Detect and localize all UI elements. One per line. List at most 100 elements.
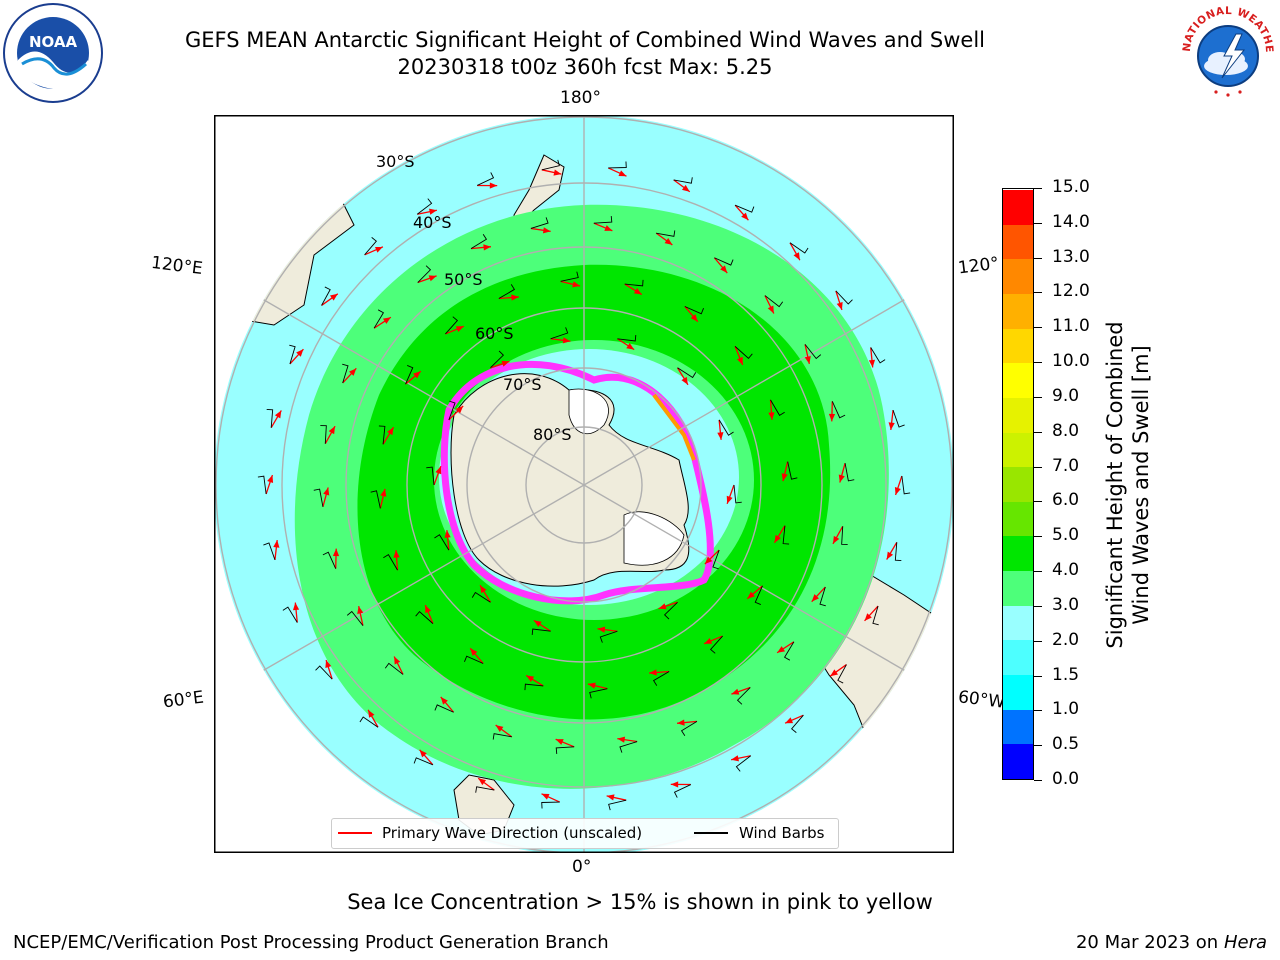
wind-barb <box>417 265 432 283</box>
wave-arrow-head <box>836 301 843 310</box>
wave-arrow-head <box>435 466 442 475</box>
wave-arrow-head <box>864 613 872 621</box>
wave-arrow-head <box>332 548 340 557</box>
colorbar-tick <box>1034 431 1042 433</box>
wind-barb <box>322 551 337 569</box>
wave-arrow-head <box>357 606 364 614</box>
wave-arrow-head <box>626 343 635 350</box>
wind-barb <box>530 217 549 229</box>
wind-barb <box>346 610 364 626</box>
colorbar-tick-label: 3.0 <box>1052 594 1080 615</box>
colorbar-segment <box>1003 466 1033 502</box>
wave-arrow-head <box>587 682 596 689</box>
wave-arrow-head <box>768 412 775 420</box>
wind-barb <box>663 601 678 620</box>
colorbar-tick <box>1034 780 1042 781</box>
wave-arrow-head <box>777 646 786 653</box>
wave-arrow-head <box>681 184 690 192</box>
colorbar-tick-label: 4.0 <box>1052 560 1080 581</box>
wind-barb <box>321 286 331 306</box>
sea-ice-note: Sea Ice Concentration > 15% is shown in … <box>347 890 933 914</box>
wind-barb <box>844 463 855 482</box>
wave-arrow-head <box>374 246 383 253</box>
colorbar-title-line2: Wind Waves and Swell [m] <box>1129 345 1153 625</box>
wind-barb <box>524 683 544 691</box>
lon-label-120w: 120° <box>956 253 1001 279</box>
wave-arrow-head <box>526 675 535 682</box>
wave-arrow-head <box>480 585 487 594</box>
colorbar-tick <box>1034 396 1042 398</box>
wave-arrow-head <box>323 487 330 496</box>
wave-arrow-head <box>542 227 551 234</box>
colorbar-segment <box>1003 570 1033 606</box>
wave-arrow-head <box>511 294 519 301</box>
colorbar-tick-label: 6.0 <box>1052 490 1080 511</box>
wave-arrow-head <box>726 495 733 504</box>
lon-label-60e: 60°E <box>161 687 205 713</box>
legend-barb-line <box>694 832 728 834</box>
wave-arrow-head <box>440 696 448 705</box>
wind-barb <box>555 746 575 754</box>
colorbar-tick-label: 8.0 <box>1052 420 1080 441</box>
wind-barb <box>656 230 676 237</box>
wave-arrow-head <box>489 182 498 189</box>
wave-arrow-head <box>296 349 304 357</box>
wind-barb <box>342 363 349 384</box>
wave-arrow-head <box>838 474 845 483</box>
wind-barb <box>714 257 734 266</box>
lon-label-180: 180° <box>560 88 601 108</box>
wave-arrow-head <box>349 368 357 376</box>
wind-barb <box>764 295 784 308</box>
wave-arrow-head <box>731 688 740 695</box>
wind-barb <box>531 628 551 636</box>
wave-arrow-head <box>428 275 437 282</box>
wind-barb <box>892 409 905 428</box>
wave-arrow-head <box>731 755 739 762</box>
colorbar-segment <box>1003 743 1033 779</box>
wind-barb <box>589 688 608 699</box>
wind-barb <box>378 425 386 445</box>
wave-arrow-head <box>394 656 401 665</box>
wind-barb <box>448 400 456 421</box>
wind-barb <box>870 347 886 364</box>
wind-barb <box>754 585 763 605</box>
wind-barb <box>901 475 911 495</box>
colorbar <box>1002 188 1034 780</box>
colorbar-tick-label: 7.0 <box>1052 455 1080 476</box>
wind-barb <box>787 461 798 480</box>
lat-label-80s: 80°S <box>533 425 572 444</box>
chart-subtitle: 20230318 t00z 360h fcst Max: 5.25 <box>397 55 773 79</box>
wind-barb <box>541 159 560 171</box>
wind-barb <box>789 242 809 254</box>
wave-arrow-head <box>658 603 667 610</box>
colorbar-segment <box>1003 362 1033 398</box>
lat-label-50s: 50°S <box>444 270 483 289</box>
wind-barb <box>266 409 274 428</box>
colorbar-segment <box>1003 639 1033 676</box>
wind-barb <box>359 716 379 728</box>
wind-barb <box>837 664 847 684</box>
wave-arrow-head <box>606 794 615 801</box>
colorbar-tick-label: 14.0 <box>1052 211 1090 232</box>
colorbar-title: Significant Height of Combined Wind Wave… <box>1102 321 1154 648</box>
colorbar-segment <box>1003 432 1033 468</box>
wind-barb <box>471 591 491 603</box>
wave-arrow-head <box>429 208 437 215</box>
wind-barb <box>619 741 638 753</box>
lon-label-120e: 120°E <box>149 252 204 280</box>
wind-barb <box>370 490 381 509</box>
meridian-lines <box>214 115 954 853</box>
legend-wave-line <box>338 832 372 834</box>
wind-barb <box>475 786 495 793</box>
wind-barb <box>819 586 826 607</box>
wind-barb <box>734 204 755 213</box>
colorbar-title-line1: Significant Height of Combined <box>1103 321 1127 649</box>
wind-barb <box>373 309 385 329</box>
wave-arrow-head <box>617 736 626 743</box>
wave-arrow-head <box>572 281 581 288</box>
wave-arrow-head <box>553 169 562 176</box>
lat-label-30s: 30°S <box>376 152 415 171</box>
wave-arrow-head <box>670 781 679 788</box>
wave-arrow-head <box>495 725 504 732</box>
wind-barb <box>770 399 785 417</box>
